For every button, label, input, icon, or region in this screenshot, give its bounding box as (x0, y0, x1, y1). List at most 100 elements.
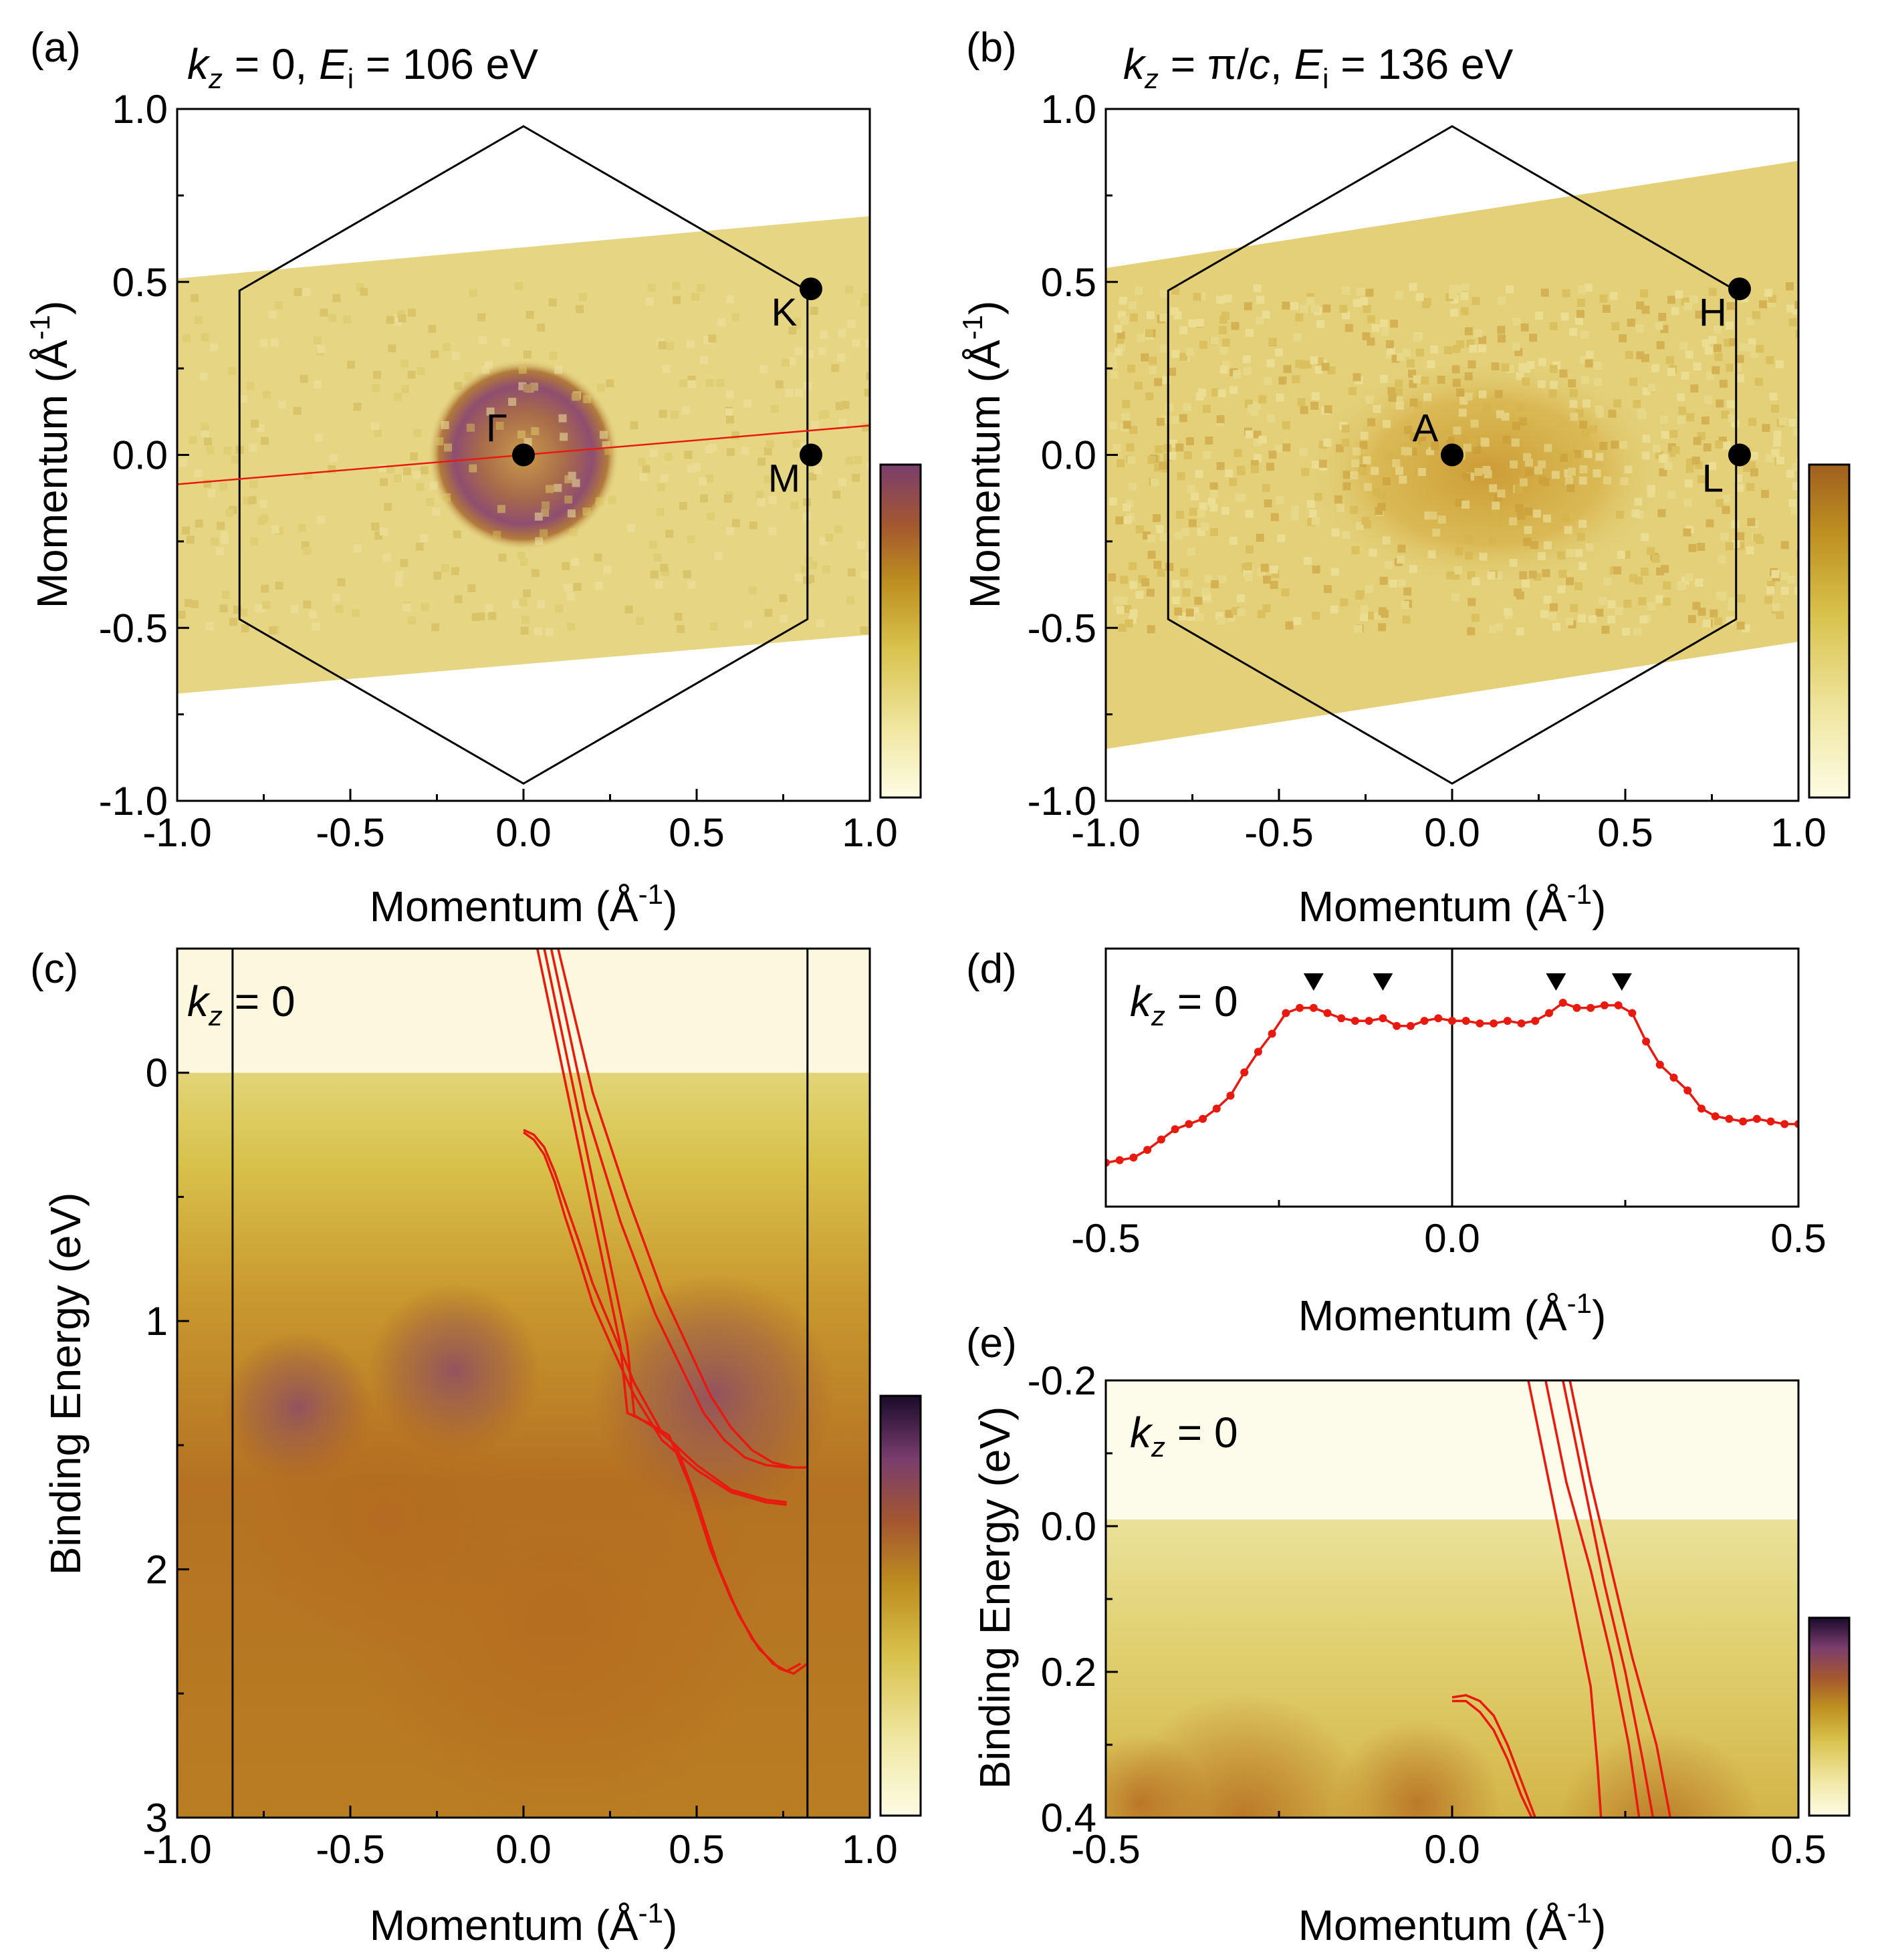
panel-a-title-e-value: = 106 eV (354, 40, 538, 88)
panel-a-noise-pixel (578, 293, 587, 301)
panel-b-noise-pixel (1559, 369, 1568, 378)
panel-b-noise-pixel (1380, 319, 1389, 328)
panel-a-noise-pixel (398, 314, 406, 323)
panel-a-noise-pixel (177, 610, 186, 619)
panel-a-noise-pixel (837, 353, 846, 362)
panel-c-zone-boundaries (231, 949, 809, 1818)
panel-b-noise-pixel (1752, 311, 1760, 320)
panel-a-xtick-label: -0.5 (316, 810, 384, 855)
panel-d-point (1766, 1117, 1775, 1126)
panel-a-noise-pixel (716, 378, 725, 387)
panel-b-noise-pixel (1327, 366, 1336, 375)
panel-b-noise-pixel (1599, 442, 1608, 451)
panel-a-noise-pixel (649, 449, 658, 457)
panel-b-noise-pixel (1165, 403, 1174, 412)
panel-b-noise-pixel (1474, 467, 1483, 476)
panel-b-noise-pixel (1574, 549, 1583, 558)
panel-b-noise-pixel (1524, 525, 1532, 534)
panel-b-noise-pixel (1669, 430, 1678, 439)
panel-b-noise-pixel (1619, 334, 1627, 343)
panel-b-noise-pixel (1651, 554, 1660, 563)
panel-a-noise-pixel (225, 508, 234, 517)
panel-a-noise-pixel (687, 535, 695, 543)
panel-e-xlabel-sup: -1 (1567, 1897, 1592, 1929)
panel-b-noise-pixel (1310, 401, 1319, 410)
panel-b-noise-pixel (1713, 325, 1722, 334)
panel-b-noise-pixel (1203, 451, 1211, 460)
panel-b-noise-pixel (1708, 462, 1717, 471)
panel-b-noise-pixel (1429, 511, 1437, 520)
panel-a-noise-pixel (659, 410, 667, 418)
panel-b-noise-pixel (1537, 380, 1546, 388)
panel-b-noise-pixel (1798, 408, 1806, 416)
panel-b-noise-pixel (1174, 531, 1183, 540)
panel-a-noise-pixel (199, 372, 208, 381)
panel-a-ytick-label: -0.5 (99, 606, 168, 650)
panel-b-noise-pixel (1342, 482, 1351, 491)
panel-b-noise-pixel (1314, 493, 1322, 501)
panel-b-noise-pixel (1761, 490, 1770, 499)
panel-c-ytick-label: 0 (146, 1051, 168, 1096)
panel-a-noise-pixel (277, 400, 286, 409)
panel-b-noise-pixel (1336, 503, 1345, 512)
panel-e-plot-area (1106, 1380, 1798, 1818)
panel-b-label: (b) (966, 25, 1017, 71)
panel-a-noise-pixel (477, 313, 486, 322)
panel-b-noise-pixel (1360, 605, 1369, 614)
panel-b-noise-pixel (1766, 586, 1775, 594)
panel-b-noise-pixel (1367, 338, 1375, 346)
panel-b-noise-pixel (1311, 304, 1320, 313)
panel-b-noise-pixel (1497, 489, 1506, 498)
panel-b-noise-pixel (1179, 326, 1188, 334)
panel-a-noise-pixel (360, 287, 368, 296)
panel-b-noise-pixel (1772, 438, 1781, 447)
panel-b-noise-pixel (1282, 421, 1290, 430)
panel-b-noise-pixel (1786, 304, 1795, 313)
panel-b-noise-pixel (1188, 519, 1197, 527)
panel-b-noise-pixel (1769, 392, 1778, 401)
panel-b-noise-pixel (1129, 581, 1138, 590)
panel-a-noise-pixel (679, 501, 688, 510)
panel-e-axes: -0.5 0.0 0.5 -0.2 0.0 0.2 0.4 (1028, 1358, 1827, 1872)
panel-a-noise-pixel (626, 523, 635, 532)
panel-b-noise-pixel (1468, 598, 1476, 606)
panel-b-noise-pixel (1520, 323, 1529, 332)
panel-a-noise-pixel (862, 293, 870, 301)
panel-b-noise-pixel (1156, 417, 1165, 426)
panel-b-noise-pixel (1481, 439, 1490, 447)
panel-b-noise-pixel (1790, 507, 1798, 515)
panel-b-noise-pixel (1726, 400, 1735, 408)
panel-a-noise-pixel (699, 477, 707, 486)
panel-a-noise-pixel (865, 339, 870, 348)
panel-b-noise-pixel (1659, 455, 1667, 463)
panel-a-noise-pixel (388, 344, 396, 353)
panel-b-noise-pixel (1685, 350, 1693, 359)
panel-a-noise-pixel (630, 421, 638, 430)
panel-b-noise-pixel (1564, 477, 1573, 486)
panel-b-noise-pixel (1498, 297, 1506, 305)
panel-a-noise-pixel (259, 339, 268, 348)
panel-b-ylabel-close: ) (961, 301, 1009, 315)
panel-a-noise-pixel (395, 571, 404, 580)
panel-b-noise-pixel (1463, 443, 1472, 452)
panel-a-noise-pixel (400, 559, 408, 568)
panel-a-noise-pixel (498, 554, 507, 562)
panel-a-noise-pixel (337, 578, 346, 586)
panel-b-noise-pixel (1794, 301, 1798, 310)
panel-b-noise-pixel (1437, 376, 1445, 384)
panel-a-noise-pixel (535, 537, 544, 545)
panel-b-ylabel-text: Momentum (Å (961, 340, 1009, 608)
panel-a-noise-pixel (204, 437, 213, 446)
panel-b-noise-pixel (1659, 468, 1667, 477)
panel-a-noise-pixel (608, 495, 616, 504)
panel-d-point (1282, 1009, 1290, 1017)
panel-b-noise-pixel (1792, 306, 1798, 315)
panel-b-noise-pixel (1659, 415, 1668, 424)
panel-a-noise-pixel (603, 566, 612, 574)
panel-b-noise-pixel (1748, 338, 1756, 347)
panel-b-title-e-sub: i (1322, 63, 1328, 94)
panel-b-noise-pixel (1268, 451, 1277, 459)
panel-b-noise-pixel (1160, 289, 1169, 298)
panel-b-noise-pixel (1661, 431, 1669, 439)
panel-a-noise-pixel (519, 558, 528, 567)
